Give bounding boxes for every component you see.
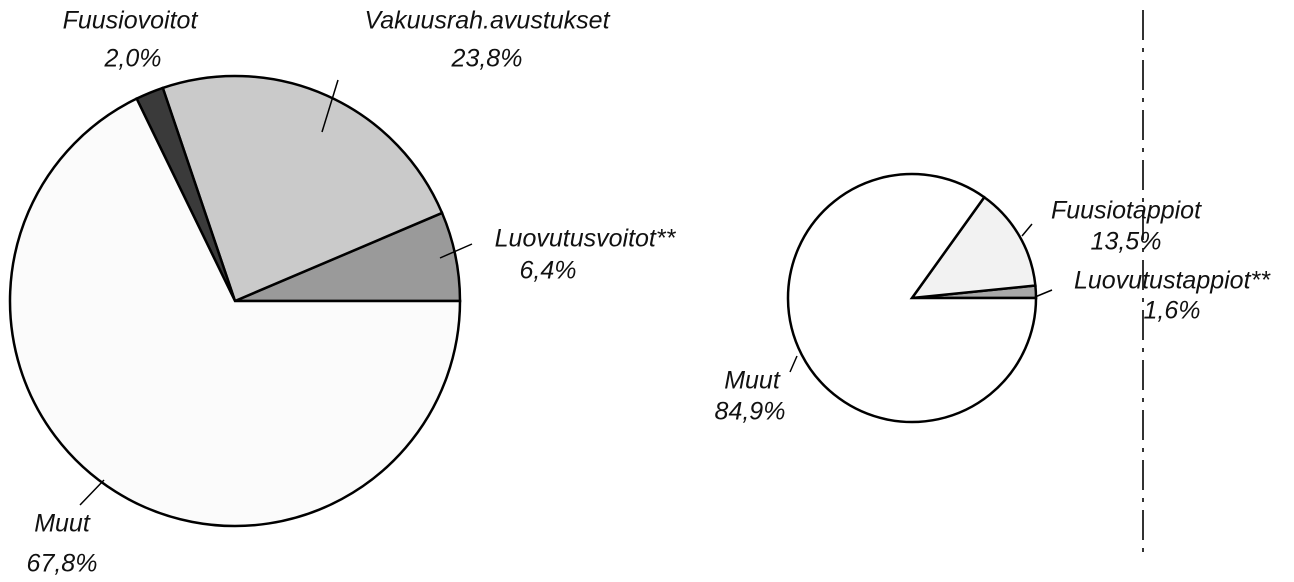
slice-value: 1,6% (1144, 297, 1201, 325)
pie-slice (8, 96, 462, 528)
slice-value: 6,4% (520, 257, 577, 285)
slice-value: 2,0% (104, 45, 162, 73)
slice-label: Vakuusrah.avustukset (364, 7, 610, 35)
slice-label: Fuusiovoitot (63, 7, 199, 35)
slice-label: Fuusiotappiot (1051, 197, 1202, 225)
leader-line (79, 479, 105, 506)
leader-line (321, 79, 339, 133)
slice-value: 13,5% (1091, 228, 1162, 256)
pie-slice (161, 74, 444, 303)
slice-value: 23,8% (451, 45, 523, 73)
slice-label: Luovutustappiot** (1074, 267, 1271, 295)
slice-label: Luovutusvoitot** (495, 225, 677, 253)
leader-line (439, 243, 473, 259)
slice-value: 67,8% (27, 550, 98, 578)
slice-value: 84,9% (715, 398, 786, 426)
leader-line (1021, 223, 1033, 237)
leader-line (789, 355, 798, 373)
leader-line (1034, 289, 1053, 298)
pie-slice (909, 195, 1037, 300)
slice-label: Muut (34, 510, 91, 538)
slice-label: Muut (724, 367, 781, 395)
pie-slice (786, 172, 1038, 424)
